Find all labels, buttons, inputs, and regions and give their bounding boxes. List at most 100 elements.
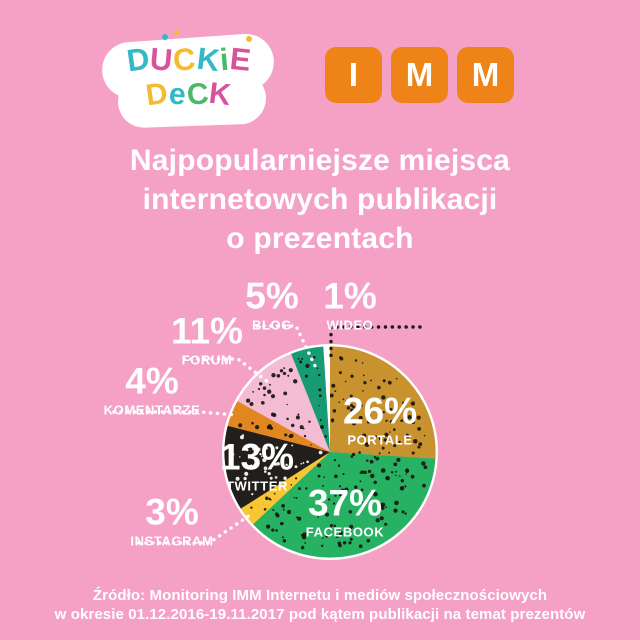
speckle-dot xyxy=(388,451,391,454)
speckle-dot xyxy=(359,403,363,408)
speckle-dot xyxy=(342,472,345,476)
speckle-dot xyxy=(301,545,305,550)
speckle-dot xyxy=(295,415,300,420)
speckle-dot xyxy=(413,438,418,444)
speckle-dot xyxy=(405,473,407,475)
speckle-dot xyxy=(405,434,410,438)
speckle-dot xyxy=(250,464,253,466)
speckle-dot xyxy=(379,516,384,521)
speckle-dot xyxy=(325,512,330,517)
speckle-dot xyxy=(300,462,303,465)
pie-slice-komentarze xyxy=(227,400,330,452)
speckle-dot xyxy=(322,537,324,539)
imm-logo-tile: I xyxy=(325,47,382,103)
speckle-dot xyxy=(310,444,312,446)
komentarze-name: KOMENTARZE xyxy=(103,402,201,418)
speckle-dot xyxy=(287,374,290,377)
speckle-dot xyxy=(422,483,426,488)
speckle-dot xyxy=(317,474,321,478)
instagram-percent: 3% xyxy=(145,491,199,533)
label-facebook: 37% FACEBOOK xyxy=(306,485,384,540)
label-instagram: 3% INSTAGRAM xyxy=(130,494,213,549)
label-wideo: 1% WIDEO xyxy=(323,278,376,333)
speckle-dot xyxy=(291,444,294,447)
speckle-dot xyxy=(263,507,267,511)
wideo-percent: 1% xyxy=(323,275,377,317)
speckle-dot xyxy=(303,434,307,438)
speckle-dot xyxy=(312,355,316,359)
speckle-dot xyxy=(384,432,389,437)
speckle-dot xyxy=(294,477,298,480)
speckle-dot xyxy=(258,382,263,386)
speckle-dot xyxy=(358,544,363,549)
speckle-dot xyxy=(333,459,336,462)
speckle-dot xyxy=(338,371,342,375)
speckle-dot xyxy=(417,427,421,431)
speckle-dot xyxy=(366,539,371,543)
blog-percent: 5% xyxy=(245,275,299,317)
speckle-dot xyxy=(395,377,398,380)
speckle-dot xyxy=(396,457,401,462)
speckle-dot xyxy=(299,425,304,430)
wideo-leader-line xyxy=(329,325,422,358)
speckle-dot xyxy=(354,485,358,489)
speckle-dot xyxy=(378,452,381,455)
speckle-dot xyxy=(338,493,342,497)
speckle-dot xyxy=(387,436,391,439)
speckle-dot xyxy=(271,528,275,532)
speckle-dot xyxy=(382,411,385,414)
speckle-dot xyxy=(389,407,393,411)
speckle-dot xyxy=(373,480,377,485)
instagram-leader-line xyxy=(137,511,255,545)
speckle-dot xyxy=(352,405,356,409)
speckle-dot xyxy=(349,394,353,398)
speckle-dot xyxy=(411,420,415,425)
imm-logo-tile: M xyxy=(391,47,448,103)
speckle-dot xyxy=(361,501,363,504)
speckle-dot xyxy=(380,506,385,510)
title-line-1: Najpopularniejsze miejsca xyxy=(129,144,511,177)
pie-slice-instagram xyxy=(240,452,330,525)
speckle-dot xyxy=(283,367,286,370)
speckle-dot xyxy=(261,455,263,458)
source-line-1: Źródło: Monitoring IMM Internetu i medió… xyxy=(92,587,548,604)
speckle-dot xyxy=(339,531,343,536)
forum-name: FORUM xyxy=(181,352,233,368)
speckle-dot xyxy=(399,475,401,477)
speckle-dot xyxy=(395,470,398,473)
speckle-dot xyxy=(257,387,261,391)
speckle-dot xyxy=(265,496,269,501)
speckle-dot xyxy=(317,516,320,518)
speckle-dot xyxy=(256,447,261,452)
speckle-dot xyxy=(289,433,294,438)
speckle-dot xyxy=(360,416,363,419)
label-blog: 5% BLOG xyxy=(245,278,298,333)
speckle-dot xyxy=(423,434,426,437)
speckle-dot xyxy=(373,455,377,459)
speckle-dot xyxy=(390,471,394,474)
speckle-dot xyxy=(297,516,302,521)
speckle-dot xyxy=(280,522,284,526)
speckle-dot xyxy=(316,367,319,370)
speckle-dot xyxy=(290,483,293,486)
duckie-decor-dot xyxy=(246,36,252,42)
wideo-name: WIDEO xyxy=(326,317,374,333)
speckle-dot xyxy=(410,401,416,406)
speckle-dot xyxy=(283,476,287,481)
komentarze-leader-line xyxy=(112,410,239,417)
source-line-2: w okresie 01.12.2016-19.11.2017 pod kąte… xyxy=(54,606,586,623)
label-portale: 26% PORTALE xyxy=(343,393,417,448)
speckle-dot xyxy=(327,498,331,501)
speckle-dot xyxy=(320,425,325,429)
speckle-dot xyxy=(384,522,388,526)
speckle-dot xyxy=(282,371,287,376)
speckle-dot xyxy=(375,456,380,461)
speckle-dot xyxy=(362,374,365,377)
speckle-dot xyxy=(260,400,265,405)
speckle-dot xyxy=(284,433,288,437)
speckle-dot xyxy=(238,423,243,428)
speckle-dot xyxy=(249,402,254,406)
speckle-dot xyxy=(254,424,260,430)
speckle-dot xyxy=(276,373,281,378)
